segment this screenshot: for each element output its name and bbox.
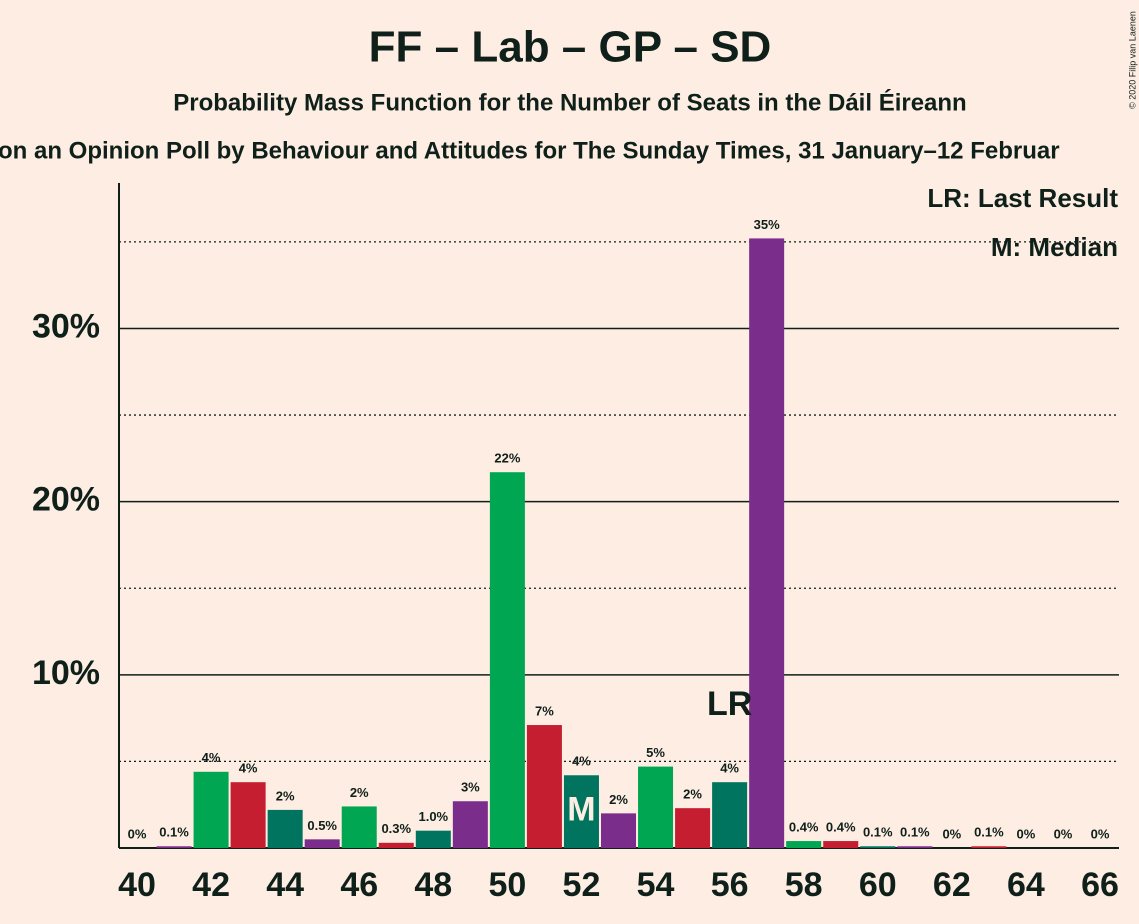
bar <box>638 766 674 848</box>
x-tick-label: 44 <box>266 866 304 904</box>
value-label: 2% <box>350 785 369 800</box>
value-label: 0% <box>1091 826 1110 841</box>
bar <box>675 808 711 848</box>
value-label: 0.5% <box>307 818 337 833</box>
last-result-marker: LR <box>707 685 752 723</box>
value-label: 2% <box>609 792 628 807</box>
value-label: 0.1% <box>159 825 189 840</box>
bar <box>156 846 192 848</box>
bar <box>304 839 340 848</box>
value-label: 0.1% <box>974 825 1004 840</box>
bar <box>489 472 525 848</box>
bar <box>897 846 933 848</box>
bar <box>712 782 748 848</box>
value-label: 4% <box>239 761 258 776</box>
x-tick-label: 64 <box>1007 866 1045 904</box>
x-tick-label: 52 <box>563 866 601 904</box>
bar <box>601 813 636 848</box>
legend-last-result: LR: Last Result <box>927 183 1118 213</box>
y-tick-label: 30% <box>32 307 100 345</box>
bar <box>267 809 303 848</box>
bar <box>341 806 377 848</box>
chart-source: on an Opinion Poll by Behaviour and Atti… <box>0 137 1060 164</box>
x-tick-label: 46 <box>340 866 378 904</box>
value-label: 1.0% <box>418 809 448 824</box>
x-tick-label: 48 <box>414 866 452 904</box>
x-tick-label: 58 <box>785 866 823 904</box>
copyright: © 2020 Filip van Laenen <box>1127 11 1137 109</box>
y-tick-label: 20% <box>32 481 100 519</box>
legend-median: M: Median <box>991 232 1118 262</box>
bar <box>860 846 896 848</box>
y-tick-label: 10% <box>32 654 100 692</box>
value-label: 0.1% <box>900 825 930 840</box>
value-label: 22% <box>494 451 520 466</box>
chart-subtitle: Probability Mass Function for the Number… <box>173 88 966 116</box>
value-label: 0.1% <box>863 825 893 840</box>
value-label: 5% <box>646 745 665 760</box>
value-label: 0.3% <box>381 821 411 836</box>
value-label: 0.4% <box>826 820 856 835</box>
x-tick-label: 50 <box>488 866 526 904</box>
value-label: 0% <box>128 826 147 841</box>
chart-title: FF – Lab – GP – SD <box>369 23 772 72</box>
x-tick-label: 62 <box>933 866 971 904</box>
value-label: 4% <box>202 750 221 765</box>
bar <box>749 238 785 848</box>
bar <box>526 725 562 848</box>
x-tick-label: 66 <box>1081 866 1119 904</box>
value-label: 7% <box>535 703 554 718</box>
value-label: 0% <box>1017 826 1036 841</box>
bar <box>415 830 451 848</box>
value-label: 4% <box>720 761 739 776</box>
value-label: 0.4% <box>789 820 819 835</box>
bar <box>193 771 229 848</box>
bar <box>378 842 414 848</box>
value-label: 2% <box>683 787 702 802</box>
bar <box>230 782 266 848</box>
value-label: 4% <box>572 754 591 769</box>
value-label: 2% <box>276 788 295 803</box>
x-tick-label: 40 <box>118 866 156 904</box>
bar <box>563 775 599 848</box>
bar <box>823 841 859 848</box>
value-label: 3% <box>461 780 480 795</box>
x-tick-label: 60 <box>859 866 897 904</box>
bar <box>452 801 488 848</box>
x-tick-label: 54 <box>637 866 675 904</box>
bar <box>786 841 822 848</box>
value-label: 0% <box>942 826 961 841</box>
median-marker: M <box>567 791 595 829</box>
bar <box>971 846 1007 848</box>
value-label: 35% <box>754 217 780 232</box>
x-tick-label: 42 <box>192 866 230 904</box>
value-label: 0% <box>1054 826 1073 841</box>
x-tick-label: 56 <box>711 866 749 904</box>
